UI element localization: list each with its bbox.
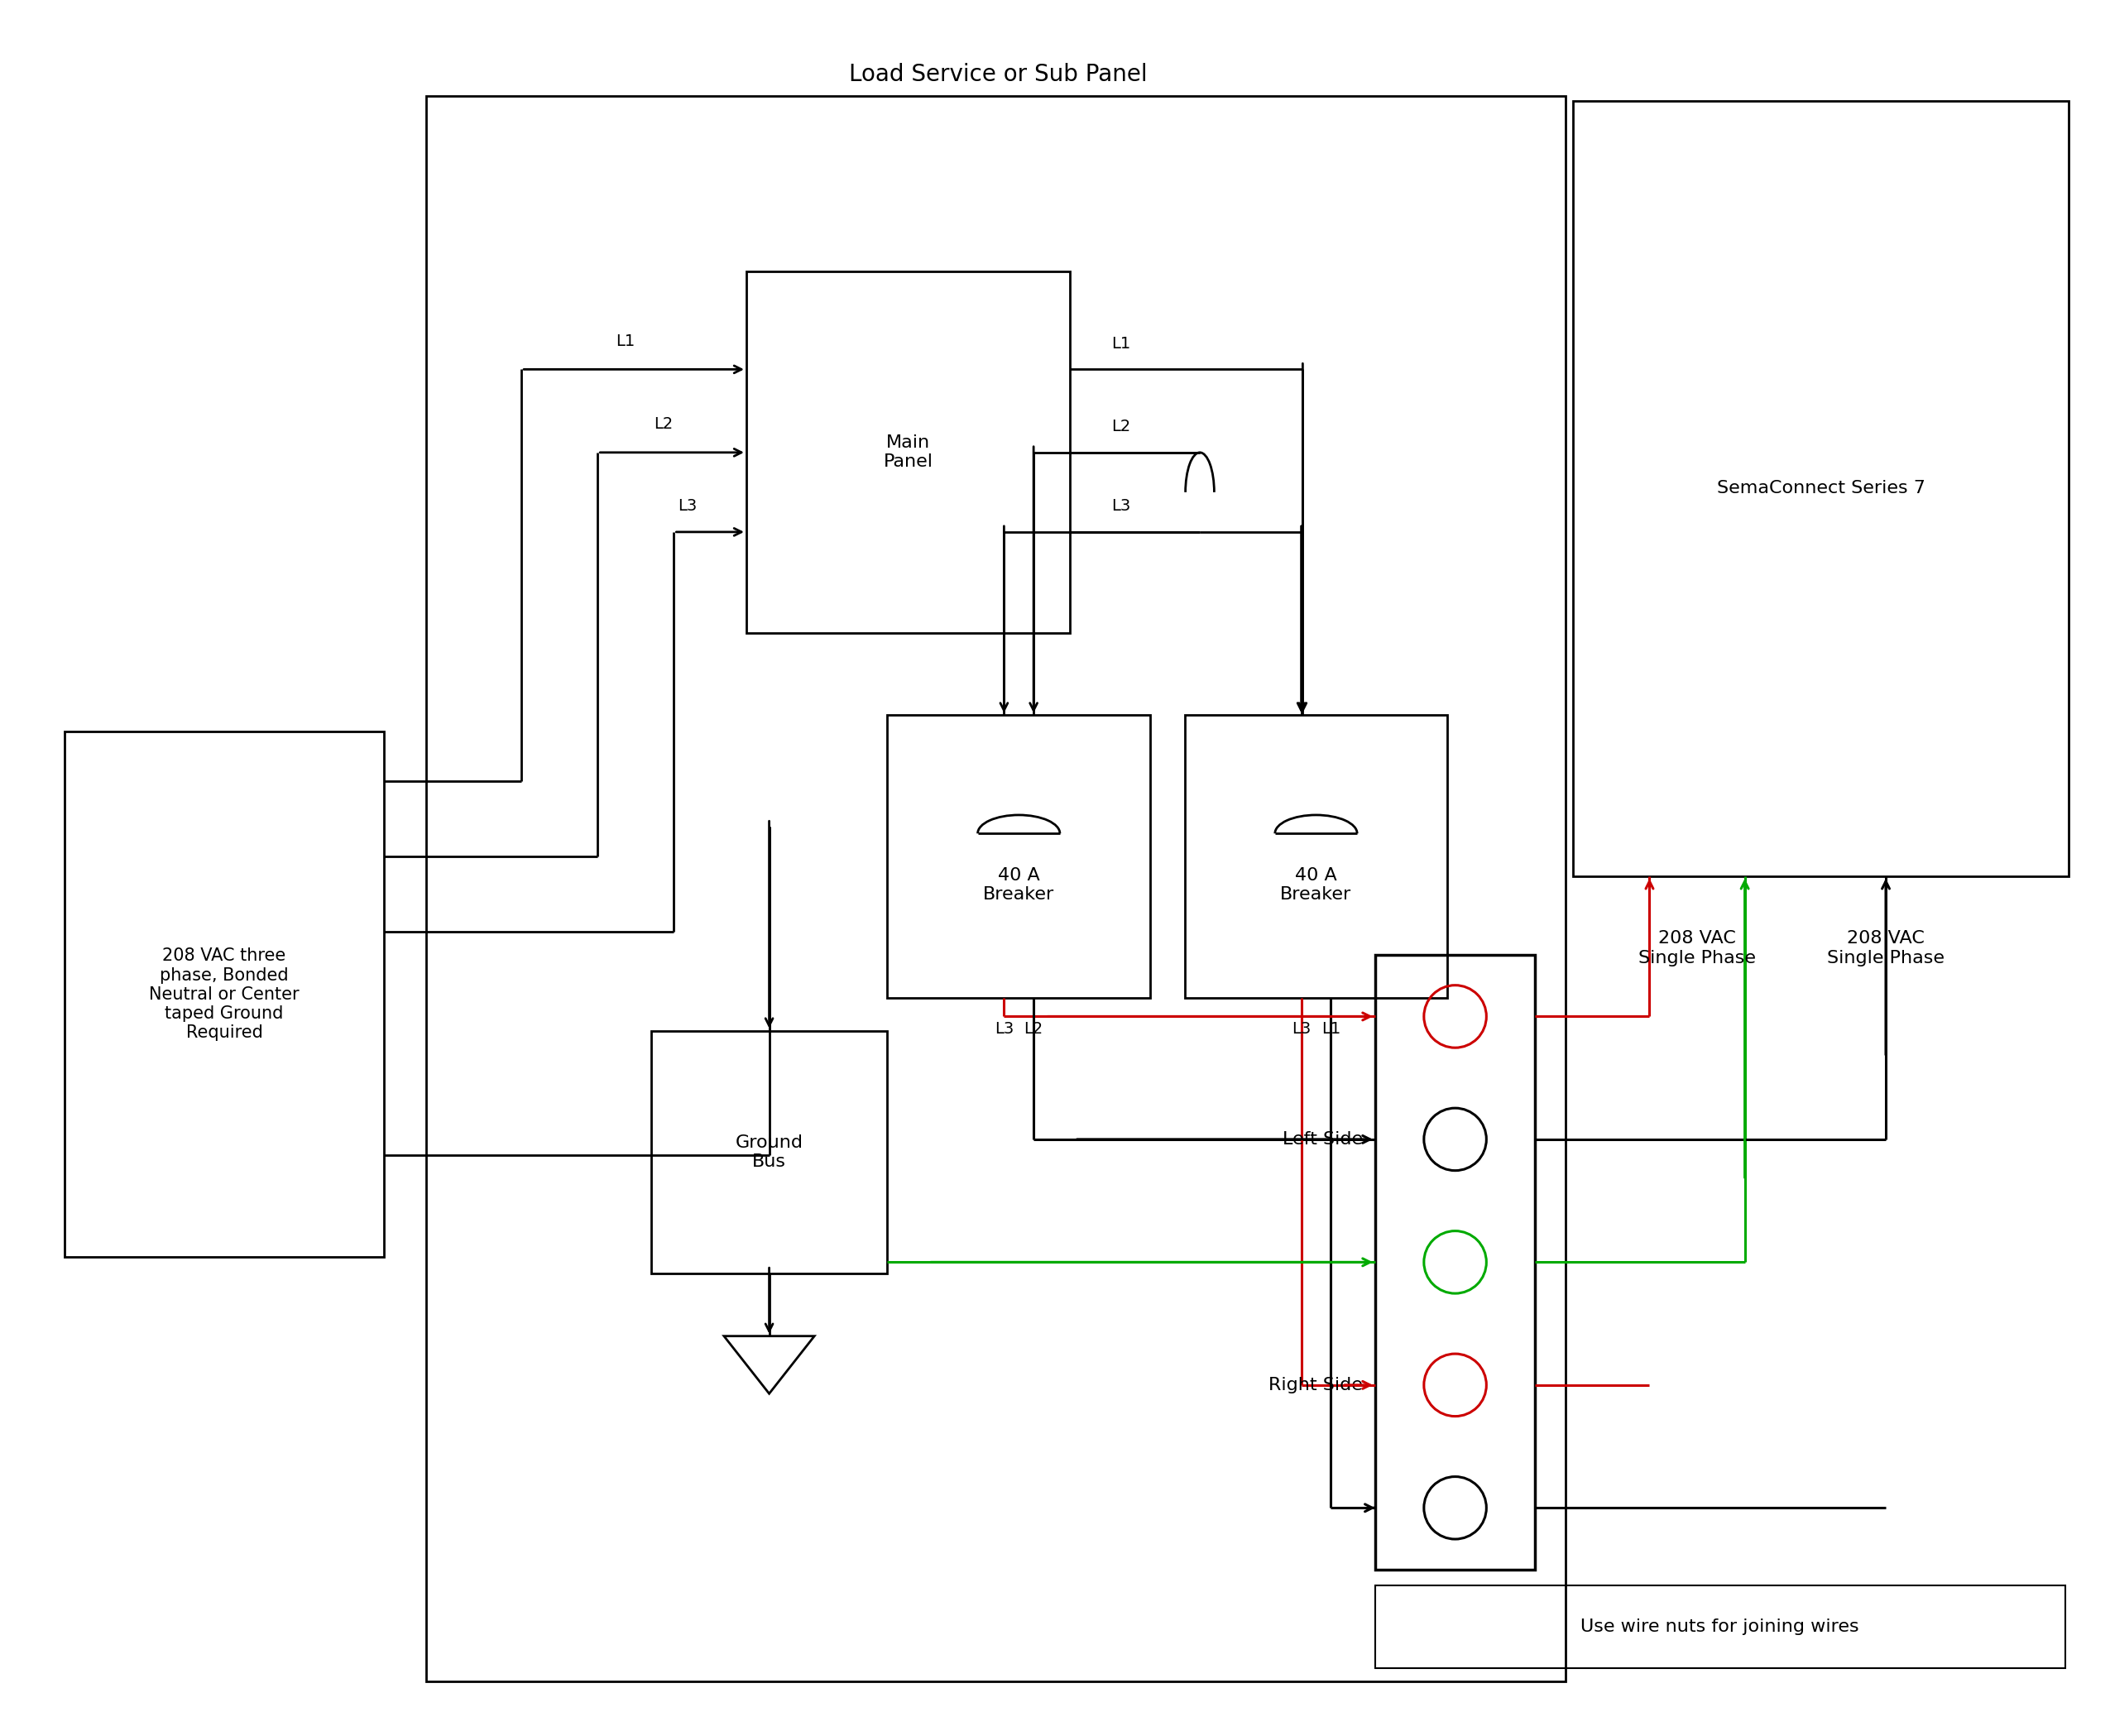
Text: 208 VAC three
phase, Bonded
Neutral or Center
taped Ground
Required: 208 VAC three phase, Bonded Neutral or C… [150, 948, 300, 1042]
Bar [63, 731, 384, 1257]
Text: Load Service or Sub Panel: Load Service or Sub Panel [848, 62, 1148, 87]
Text: L1: L1 [1321, 1021, 1340, 1036]
Text: L1: L1 [616, 333, 635, 349]
Text: L2: L2 [1112, 418, 1131, 434]
Text: 40 A
Breaker: 40 A Breaker [983, 868, 1055, 903]
Bar [652, 1031, 888, 1274]
Text: Main
Panel: Main Panel [884, 434, 933, 470]
Text: Right Side: Right Side [1268, 1377, 1363, 1394]
Text: L2: L2 [654, 417, 673, 432]
Text: Use wire nuts for joining wires: Use wire nuts for joining wires [1580, 1618, 1859, 1635]
Text: SemaConnect Series 7: SemaConnect Series 7 [1718, 481, 1924, 496]
Text: Left Side: Left Side [1283, 1132, 1363, 1147]
Text: L3: L3 [677, 498, 696, 514]
Text: Ground
Bus: Ground Bus [734, 1134, 804, 1170]
Bar [1376, 1585, 2066, 1668]
Text: L3: L3 [1291, 1021, 1310, 1036]
Text: L3: L3 [994, 1021, 1013, 1036]
Text: L3: L3 [1112, 498, 1131, 514]
Text: 208 VAC
Single Phase: 208 VAC Single Phase [1827, 930, 1945, 967]
Text: L1: L1 [1112, 335, 1131, 351]
Bar [888, 715, 1150, 998]
Bar [1184, 715, 1447, 998]
Bar [747, 273, 1070, 634]
Text: L2: L2 [1023, 1021, 1042, 1036]
Bar [1376, 955, 1536, 1569]
Text: 208 VAC
Single Phase: 208 VAC Single Phase [1637, 930, 1756, 967]
Bar [1574, 101, 2068, 877]
Text: 40 A
Breaker: 40 A Breaker [1281, 868, 1353, 903]
Bar [426, 95, 1566, 1680]
